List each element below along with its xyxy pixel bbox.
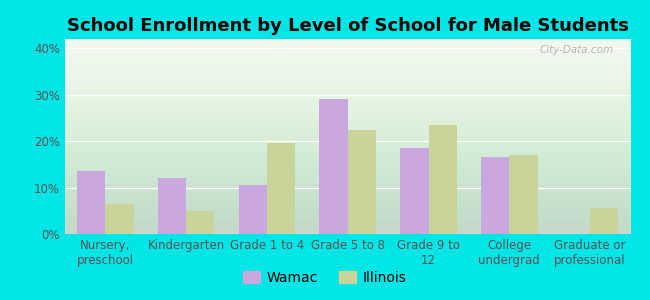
Bar: [590, 208, 618, 234]
Bar: [239, 185, 267, 234]
Legend: Wamac, Illinois: Wamac, Illinois: [238, 265, 412, 290]
Bar: [267, 143, 295, 234]
Bar: [348, 130, 376, 234]
Bar: [481, 158, 510, 234]
Bar: [158, 178, 186, 234]
Bar: [320, 99, 348, 234]
Text: City-Data.com: City-Data.com: [540, 45, 614, 55]
Bar: [105, 204, 134, 234]
Bar: [428, 125, 457, 234]
Title: School Enrollment by Level of School for Male Students: School Enrollment by Level of School for…: [67, 17, 629, 35]
Bar: [400, 148, 428, 234]
Bar: [186, 211, 214, 234]
Bar: [510, 155, 538, 234]
Bar: [77, 171, 105, 234]
